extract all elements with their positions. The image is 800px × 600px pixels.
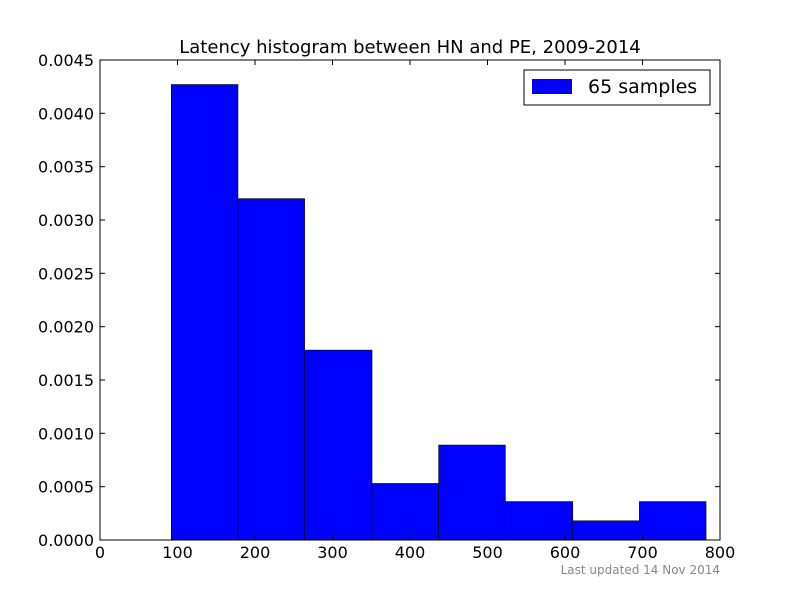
y-tick-label: 0.0035: [38, 158, 94, 177]
histogram-bar: [639, 501, 707, 541]
histogram-bar: [371, 483, 439, 541]
x-tick-label: 800: [705, 543, 736, 562]
y-tick-label: 0.0020: [38, 318, 94, 337]
y-tick-label: 0.0005: [38, 478, 94, 497]
histogram-bar: [505, 501, 574, 541]
histogram-bar: [438, 444, 506, 541]
x-tick-label: 100: [162, 543, 193, 562]
legend-swatch: [532, 79, 572, 94]
histogram-bar: [572, 520, 640, 541]
y-tick-label: 0.0030: [38, 211, 94, 230]
y-tick-label: 0.0015: [38, 371, 94, 390]
x-tick-label: 400: [395, 543, 426, 562]
y-tick-label: 0.0010: [38, 424, 94, 443]
x-tick-label: 600: [550, 543, 581, 562]
x-tick-label: 200: [240, 543, 271, 562]
x-tick-label: 0: [95, 543, 105, 562]
histogram-bars: [171, 84, 707, 541]
x-tick-label: 300: [317, 543, 348, 562]
histogram-bar: [304, 349, 373, 541]
x-tick-label: 500: [472, 543, 503, 562]
tick-labels-group: 0 100 200 300 400 500 600 700 800 0.0000 0.0005 0.0…: [38, 51, 735, 562]
y-tick-label: 0.0000: [38, 531, 94, 550]
x-tick-label: 700: [627, 543, 658, 562]
y-tick-label: 0.0025: [38, 264, 94, 283]
histogram-bar: [171, 84, 239, 541]
histogram-bar: [237, 198, 305, 541]
chart-title: Latency histogram between HN and PE, 200…: [179, 37, 641, 58]
y-tick-label: 0.0045: [38, 51, 94, 70]
last-updated-note: Last updated 14 Nov 2014: [561, 563, 720, 577]
y-tick-label: 0.0040: [38, 104, 94, 123]
legend: 65 samples: [523, 69, 711, 106]
legend-label: 65 samples: [588, 76, 697, 98]
ticks-group: [99, 59, 721, 541]
